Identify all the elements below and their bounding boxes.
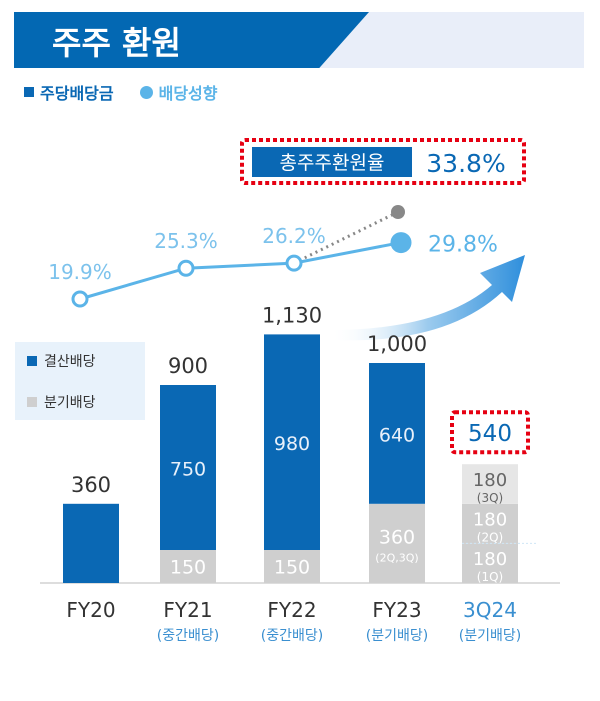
payout-point-2 bbox=[285, 254, 303, 272]
top-legend: 주당배당금 배당성향 bbox=[24, 80, 218, 104]
legend-payout: 배당성향 bbox=[139, 80, 218, 104]
total-return-label-bg bbox=[252, 147, 412, 177]
bar-quarterly-FY23 bbox=[369, 503, 425, 583]
total-return-dotted-line bbox=[293, 210, 399, 265]
quarter-value-0: 180 bbox=[473, 549, 507, 570]
category-FY23: FY23 bbox=[372, 598, 421, 622]
total-return-value: 33.8% bbox=[426, 149, 505, 178]
bar-quarter-(1Q) bbox=[462, 543, 518, 583]
legend-dps: 주당배당금 bbox=[24, 80, 114, 104]
category-FY20: FY20 bbox=[66, 598, 115, 622]
total-label-FY21: 900 bbox=[168, 354, 208, 378]
quarterly-label-FY21: 150 bbox=[170, 557, 206, 579]
square-icon bbox=[24, 87, 34, 97]
quarter-value-1: 180 bbox=[473, 510, 507, 531]
category-FY22: FY22 bbox=[267, 598, 316, 622]
total-return-point bbox=[391, 205, 405, 219]
quarterly-label-FY22: 150 bbox=[274, 557, 310, 579]
legend-quarterly-label: 분기배당 bbox=[44, 395, 96, 411]
total-label-3Q24: 540 bbox=[468, 421, 512, 447]
sublabel-FY23: (분기배당) bbox=[366, 628, 428, 644]
total-label-FY22: 1,130 bbox=[262, 303, 322, 327]
total-label-FY20: 360 bbox=[71, 473, 111, 497]
payout-label-2: 26.2% bbox=[262, 224, 326, 248]
highlight-box-3Q24 bbox=[450, 410, 530, 455]
legend-payout-label: 배당성향 bbox=[158, 84, 218, 103]
payout-line bbox=[79, 241, 402, 301]
bar-annual-FY20 bbox=[63, 503, 119, 583]
bar-annual-FY23 bbox=[369, 363, 425, 504]
total-return-label: 총주주환원율 bbox=[280, 152, 385, 174]
annual-label-FY23: 640 bbox=[379, 424, 415, 446]
sublabel-FY22: (중간배당) bbox=[261, 628, 323, 644]
legend-dps-label: 주당배당금 bbox=[40, 84, 114, 103]
payout-point-3 bbox=[390, 232, 412, 254]
quarter-label-0: (1Q) bbox=[477, 570, 503, 584]
annual-label-FY21: 750 bbox=[170, 459, 206, 481]
quarterly-label-FY23: 360 bbox=[379, 526, 415, 548]
sublabel-FY21: (중간배당) bbox=[157, 628, 219, 644]
payout-label-0: 19.9% bbox=[48, 260, 112, 284]
growth-arrow-icon bbox=[330, 255, 525, 341]
category-3Q24: 3Q24 bbox=[463, 598, 517, 622]
header-blue-band: 주주 환원 bbox=[14, 12, 369, 68]
category-FY21: FY21 bbox=[163, 598, 212, 622]
payout-label-3: 29.8% bbox=[428, 233, 498, 258]
quarterly-sublabel-FY23: (2Q,3Q) bbox=[375, 551, 418, 564]
quarter-value-2: 180 bbox=[473, 470, 507, 491]
bar-quarterly-FY21 bbox=[160, 550, 216, 583]
bar-quarter-(2Q) bbox=[462, 503, 518, 544]
payout-label-1: 25.3% bbox=[154, 229, 218, 253]
payout-point-1 bbox=[177, 259, 195, 277]
header-banner: 주주 환원 bbox=[14, 12, 584, 68]
circle-icon bbox=[139, 85, 153, 99]
annual-label-FY22: 980 bbox=[274, 433, 310, 455]
quarter-label-2: (3Q) bbox=[477, 491, 503, 505]
quarter-label-1: (2Q) bbox=[477, 531, 503, 545]
payout-point-0 bbox=[71, 290, 89, 308]
bar-quarterly-FY22 bbox=[264, 550, 320, 583]
legend-annual-label: 결산배당 bbox=[44, 354, 96, 370]
legend-quarterly-swatch bbox=[27, 397, 37, 407]
bar-annual-FY21 bbox=[160, 385, 216, 550]
bar-quarter-(3Q) bbox=[462, 464, 518, 504]
page-title: 주주 환원 bbox=[52, 24, 181, 62]
total-label-FY23: 1,000 bbox=[367, 332, 427, 356]
sublabel-3Q24: (분기배당) bbox=[459, 628, 521, 644]
legend-annual-swatch bbox=[27, 356, 37, 366]
bar-annual-FY22 bbox=[264, 334, 320, 550]
